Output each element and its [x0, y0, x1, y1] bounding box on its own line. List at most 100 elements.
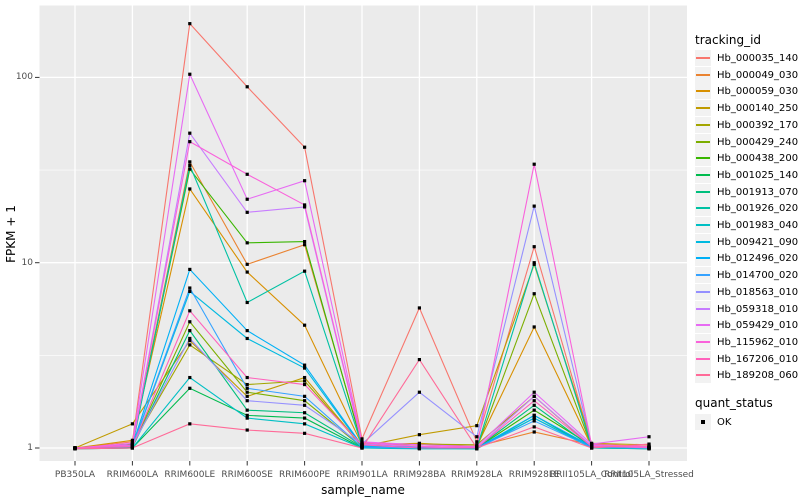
data-point [245, 85, 249, 89]
data-point [303, 422, 307, 426]
legend-key-line-icon [695, 83, 711, 100]
data-point [532, 399, 536, 403]
data-point [245, 210, 249, 214]
data-point [188, 422, 192, 426]
legend-line-swatch [696, 307, 710, 310]
x-tick-label: RRIM901LA [336, 470, 388, 480]
legend-item-label: Hb_167206_010 [717, 353, 799, 365]
legend-item-label: Hb_000035_140 [717, 53, 799, 64]
legend-line-swatch [696, 290, 710, 293]
legend-title-quant-status: quant_status [695, 396, 773, 410]
data-point [303, 179, 307, 183]
legend-key-line-icon [695, 116, 711, 133]
legend-line-swatch [696, 240, 710, 243]
legend-line-swatch [696, 224, 710, 226]
data-point [245, 416, 249, 420]
data-point [188, 320, 192, 324]
y-axis-title: FPKM + 1 [4, 205, 18, 263]
legend-item-label: Hb_189208_060 [717, 370, 799, 382]
data-point [303, 411, 307, 415]
legend-key-line-icon [695, 66, 711, 83]
data-point [303, 379, 307, 383]
data-point [245, 394, 249, 398]
data-point [188, 163, 192, 168]
y-tick-label: 100 [15, 72, 33, 83]
data-point [475, 440, 479, 444]
legend-item-label: Hb_000438_200 [717, 153, 799, 165]
data-point [188, 338, 192, 343]
data-point [73, 447, 77, 451]
data-point [647, 442, 651, 446]
data-point [130, 446, 134, 450]
data-point [360, 443, 364, 447]
data-point [188, 336, 192, 341]
legend-item-label: OK [717, 417, 732, 428]
data-point [303, 399, 307, 403]
legend-point-swatch [701, 420, 705, 424]
data-point [188, 329, 192, 333]
data-point [245, 413, 249, 417]
legend-key-line-icon [695, 233, 711, 250]
data-point [303, 394, 307, 398]
legend-line-swatch [696, 324, 710, 327]
legend-item-label: Hb_018563_010 [717, 286, 799, 298]
data-point [188, 386, 192, 390]
data-point [590, 446, 594, 450]
data-point [245, 386, 249, 390]
legend-item-label: Hb_000429_240 [717, 136, 799, 148]
legend-line-swatch [696, 374, 710, 377]
data-point [532, 325, 536, 329]
data-point [417, 357, 421, 362]
x-tick-label: RRIM928LA [451, 470, 503, 480]
data-point [188, 375, 192, 380]
data-point [303, 269, 307, 273]
x-tick-label: RRIM928BA [393, 470, 446, 480]
legend-line-swatch [696, 157, 710, 160]
legend-item-label: Hb_001025_140 [717, 169, 799, 181]
legend-item-label: Hb_000049_030 [717, 69, 799, 81]
legend-item-label: Hb_059429_010 [717, 320, 799, 332]
data-point [360, 437, 364, 441]
data-point [303, 416, 307, 420]
data-point [188, 160, 192, 164]
legend-line-swatch [696, 173, 710, 176]
data-point [303, 382, 307, 387]
data-point [647, 435, 651, 439]
data-point [188, 167, 192, 171]
data-point [303, 145, 307, 149]
legend-key-line-icon [695, 133, 711, 150]
data-point [188, 131, 192, 135]
legend-item-label: Hb_001913_070 [717, 186, 799, 198]
legend-key-line-icon [695, 317, 711, 334]
legend-line-swatch [696, 257, 710, 260]
legend-item-label: Hb_115962_010 [717, 336, 799, 348]
legend-key-line-icon [695, 300, 711, 317]
data-point [303, 203, 307, 207]
data-point [532, 261, 536, 265]
data-point [188, 309, 192, 313]
data-point [188, 22, 192, 26]
legend-line-swatch [696, 140, 710, 143]
legend-key-line-icon [695, 267, 711, 284]
data-point [245, 382, 249, 387]
data-point [245, 270, 249, 274]
data-point [475, 435, 479, 439]
legend-key-line-icon [695, 350, 711, 367]
x-tick-label: RRIM600LA [106, 470, 159, 480]
legend-item-label: Hb_000392_170 [717, 119, 799, 131]
legend-line-swatch [696, 73, 710, 76]
data-point [532, 430, 536, 434]
legend-item-label: Hb_001983_040 [717, 220, 799, 231]
panel-background [39, 5, 687, 461]
data-point [188, 286, 192, 290]
data-point [532, 394, 536, 398]
data-point [475, 446, 479, 450]
legend-key-line-icon [695, 150, 711, 167]
legend-item-label: Hb_059318_010 [717, 303, 799, 315]
data-point [417, 306, 421, 310]
x-tick-label: RRIM600PE [278, 470, 331, 480]
data-point [360, 446, 364, 450]
legend-key-line-icon [695, 166, 711, 183]
x-axis-title: sample_name [321, 483, 405, 497]
